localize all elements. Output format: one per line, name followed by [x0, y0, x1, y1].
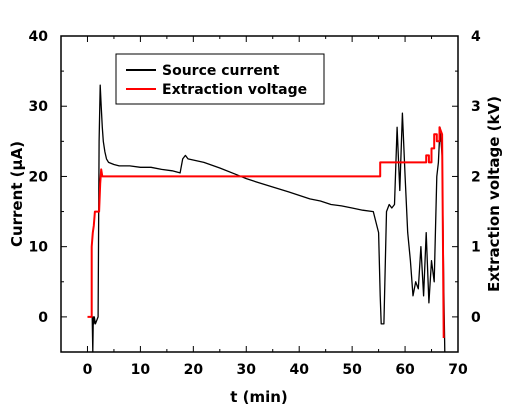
series-line-extraction-voltage — [87, 126, 445, 339]
x-tick-label: 0 — [83, 362, 93, 378]
x-tick-label: 40 — [289, 362, 309, 378]
x-tick-label: 10 — [131, 362, 151, 378]
x-tick-label: 30 — [237, 362, 257, 378]
x-tick-label: 60 — [395, 362, 415, 378]
y-tick-label: 20 — [29, 169, 49, 185]
y-tick-label: 0 — [38, 310, 48, 326]
y2-axis-title: Extraction voltage (kV) — [485, 96, 503, 292]
series-line-source-current — [87, 84, 446, 353]
legend-box — [115, 53, 325, 105]
y-axis-title: Current (μA) — [8, 141, 26, 247]
x-tick-label: 50 — [342, 362, 362, 378]
y2-tick-label: 2 — [471, 169, 481, 185]
x-axis-title: t (min) — [230, 388, 288, 406]
legend-label-source-current: Source current — [162, 63, 280, 79]
y2-tick-label: 4 — [471, 29, 481, 45]
y-tick-label: 10 — [29, 240, 49, 256]
legend: Source current Extraction voltage — [115, 53, 325, 105]
y-tick-label: 40 — [29, 29, 49, 45]
ticks — [60, 35, 459, 353]
y-tick-label: 30 — [29, 99, 49, 115]
plot-frame — [60, 35, 459, 353]
series-layer — [87, 84, 446, 353]
y2-tick-label: 0 — [471, 310, 481, 326]
legend-label-extraction-voltage: Extraction voltage — [162, 82, 307, 98]
y2-tick-label: 1 — [471, 240, 481, 256]
y2-tick-label: 3 — [471, 99, 481, 115]
tick-labels: 0 10 20 30 40 50 60 70 0 10 20 30 40 0 1 2 3 4 — [29, 29, 481, 378]
x-tick-label: 20 — [184, 362, 204, 378]
x-tick-label: 70 — [448, 362, 468, 378]
